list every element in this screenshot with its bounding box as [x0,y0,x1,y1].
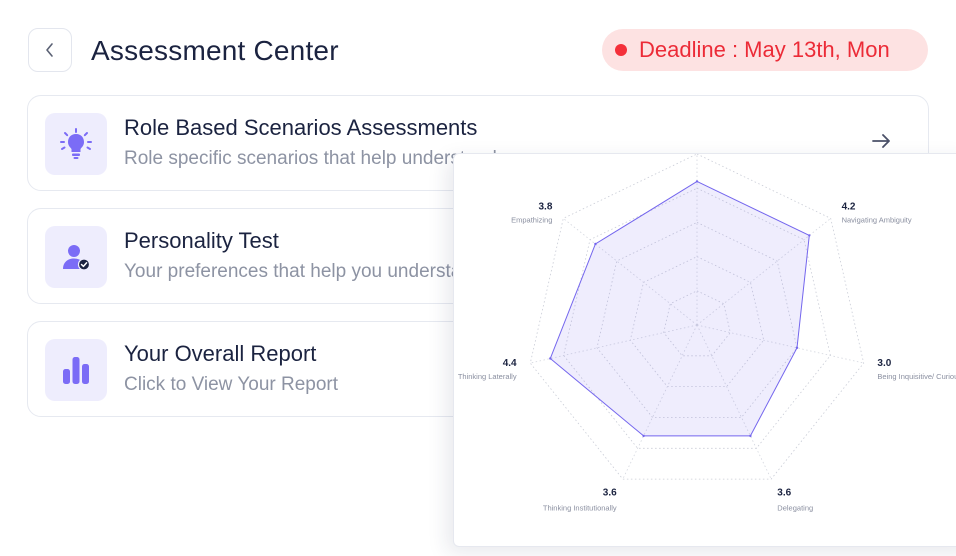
axis-label: Navigating Ambiguity [842,216,912,225]
user-check-icon [45,226,107,288]
axis-value-label: 4.2 [842,202,856,213]
axis-label: Being Inquisitive/ Curious [877,372,956,381]
page-title: Assessment Center [91,35,339,66]
axis-value-label: 3.0 [877,358,891,369]
card-subtitle: Click to View Your Report [124,374,339,395]
card-subtitle: Role specific scenarios that help unders… [124,148,497,169]
deadline-text: Deadline : May 13th, Mon [639,37,890,62]
radar-chart: 4.2Communicating with Impact4.2Navigatin… [458,154,956,513]
grid-spoke [563,218,698,326]
grid-ring [529,154,865,480]
axis-label: Delegating [777,504,813,513]
grid-spoke [696,218,831,326]
grid-spoke [622,324,698,480]
card-title: Role Based Scenarios Assessments [124,115,478,140]
card-title: Your Overall Report [124,341,317,366]
radar-series-area [549,180,810,437]
axis-label: Empathizing [511,216,552,225]
radar-point [695,180,699,183]
back-button[interactable] [28,28,72,72]
radar-chart-panel: 4.2Communicating with Impact4.2Navigatin… [453,153,956,547]
card-title: Personality Test [124,228,279,253]
radar-point [642,434,645,438]
radar-point [594,242,597,246]
radar-point [749,434,752,438]
radar-point [808,234,811,237]
axis-value-label: 3.6 [777,488,791,499]
arrow-right-icon[interactable] [870,130,892,152]
lightbulb-icon [45,113,107,175]
grid-spoke [530,324,698,364]
radar-point [795,346,799,349]
grid-spoke [696,324,772,480]
grid-spoke [696,324,864,364]
axis-value-label: 3.8 [538,202,552,213]
deadline-badge: Deadline : May 13th, Mon [602,29,928,71]
grid-ring [629,256,765,388]
status-dot-icon [615,44,627,56]
grid-ring [663,290,731,357]
bar-chart-icon [45,339,107,401]
axis-label: Thinking Laterally [458,372,517,381]
axis-label: Thinking Institutionally [543,504,617,513]
grid-ring [563,187,831,449]
chevron-left-icon [46,43,53,57]
radar-point [549,357,552,360]
card-subtitle: Your preferences that help you understan… [124,261,483,282]
axis-value-label: 3.6 [603,488,617,499]
axis-value-label: 4.4 [503,358,517,369]
